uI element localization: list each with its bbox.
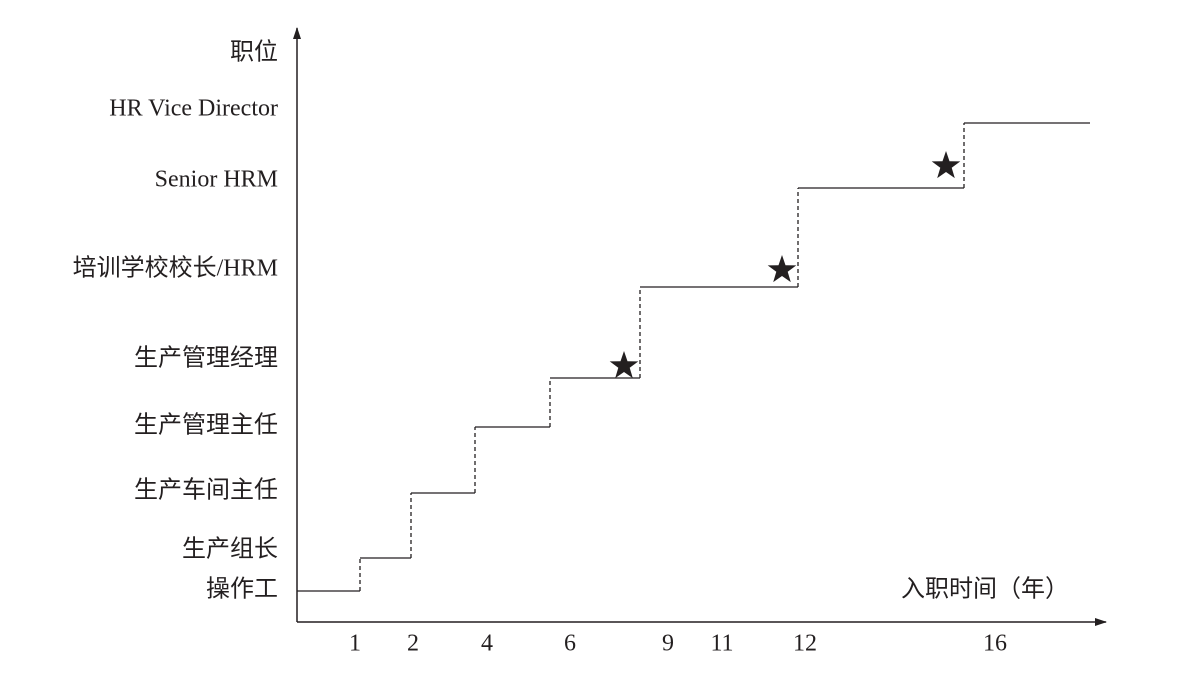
x-axis-label: 入职时间（年） <box>901 576 1069 603</box>
year-label: 2 <box>407 631 419 657</box>
year-label: 9 <box>662 631 674 657</box>
year-label: 1 <box>349 631 361 657</box>
position-label: HR Vice Director <box>109 96 278 122</box>
position-label: 生产管理主任 <box>134 412 278 439</box>
position-label: 操作工 <box>206 576 278 603</box>
position-label: 生产车间主任 <box>134 477 278 504</box>
year-label: 11 <box>710 631 733 657</box>
position-label: 生产管理经理 <box>134 345 278 372</box>
position-label: 培训学校校长/HRM <box>73 255 278 282</box>
year-label: 6 <box>564 631 576 657</box>
year-label: 12 <box>793 631 817 657</box>
position-label: 生产组长 <box>182 536 278 563</box>
stars <box>609 151 961 379</box>
star <box>931 151 961 179</box>
year-label: 16 <box>983 631 1007 657</box>
position-label: Senior HRM <box>155 167 278 193</box>
star <box>767 255 797 283</box>
year-label: 4 <box>481 631 493 657</box>
y-axis-label: 职位 <box>230 39 278 66</box>
star <box>609 351 639 379</box>
